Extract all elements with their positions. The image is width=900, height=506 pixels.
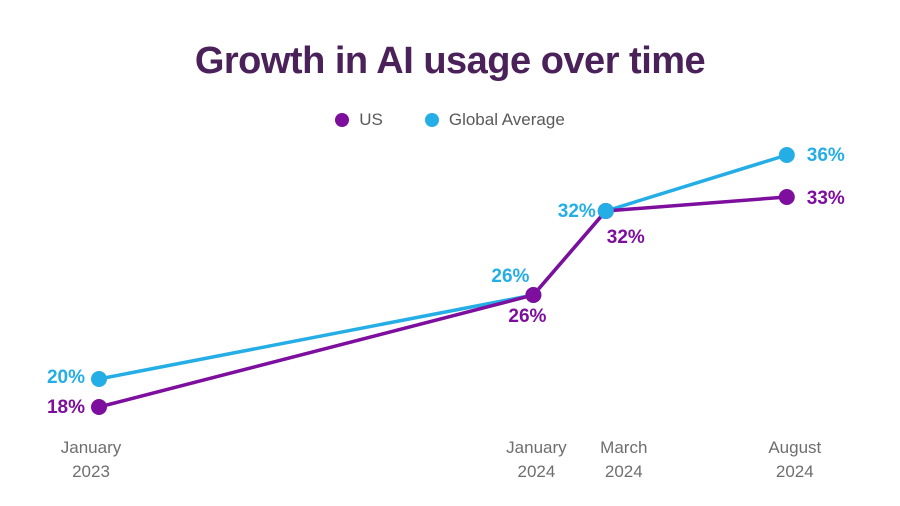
value-label-global-average-march-2024: 32% — [558, 201, 596, 222]
x-tick-year-january-2024: 2024 — [517, 462, 555, 481]
point-global-average-january-2023 — [91, 371, 107, 387]
value-label-global-average-august-2024: 36% — [807, 145, 845, 166]
value-label-us-march-2024: 32% — [607, 227, 645, 248]
x-tick-label-march-2024: March — [600, 438, 647, 457]
legend-label-us: US — [359, 110, 383, 129]
legend-item-us: US — [335, 110, 383, 130]
line-series-us — [98, 195, 787, 409]
x-tick-label-january-2023: January — [61, 438, 122, 457]
value-label-us-january-2024: 26% — [508, 306, 546, 327]
value-label-global-average-january-2024: 26% — [491, 266, 529, 287]
line-series-global-average — [98, 153, 788, 381]
value-label-global-average-january-2023: 20% — [47, 367, 85, 388]
x-tick-year-august-2024: 2024 — [776, 462, 814, 481]
legend-marker-us — [335, 113, 350, 127]
chart-title: Growth in AI usage over time — [194, 40, 706, 82]
point-us-january-2023 — [91, 399, 107, 415]
point-us-august-2024 — [778, 189, 795, 205]
point-global-average-march-2024 — [597, 203, 614, 219]
point-global-average-august-2024 — [778, 147, 795, 163]
legend-item-global-average: Global Average — [424, 110, 565, 130]
legend-label-global-average: Global Average — [448, 110, 565, 129]
value-label-us-august-2024: 33% — [807, 188, 845, 209]
point-us-january-2024 — [525, 287, 542, 303]
x-tick-year-march-2024: 2024 — [605, 462, 643, 481]
x-tick-label-january-2024: January — [506, 438, 567, 457]
legend-marker-global-average — [424, 113, 439, 127]
x-tick-year-january-2023: 2023 — [72, 462, 110, 481]
value-label-us-january-2023: 18% — [47, 397, 85, 418]
x-tick-label-august-2024: August — [768, 438, 821, 457]
chart-legend: US Global Average — [0, 110, 900, 130]
